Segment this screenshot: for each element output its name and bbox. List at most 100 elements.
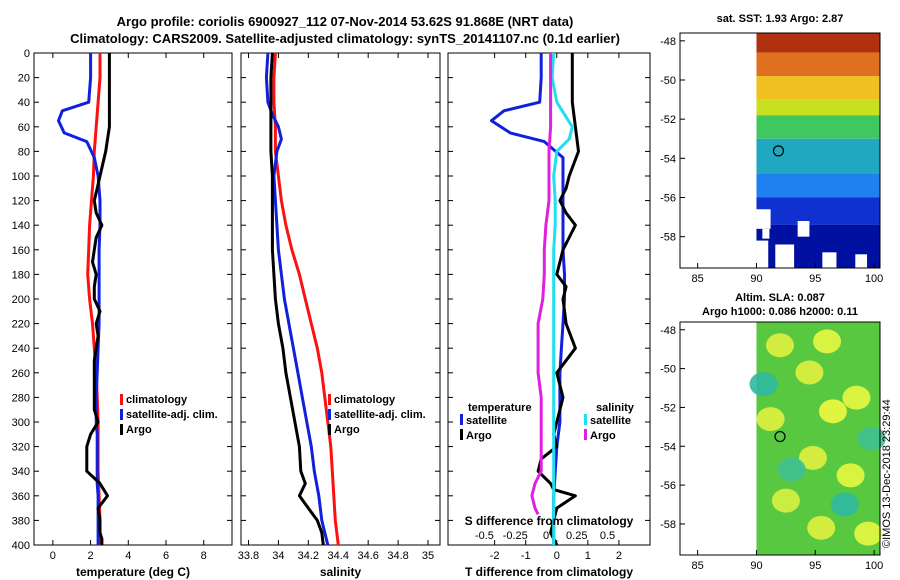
temperature-ytick-label: 80	[18, 146, 30, 158]
series-line-climatology	[272, 52, 340, 546]
series-line-argo	[85, 53, 111, 545]
salinity-xtick-label: 34.4	[328, 550, 349, 562]
difference-legend-swatch	[460, 414, 463, 425]
temperature-ytick-label: 140	[12, 220, 30, 232]
series-line-argo	[269, 52, 325, 546]
difference-toptick-label: 0.5	[600, 530, 615, 542]
temperature-ytick-label: 160	[12, 245, 30, 257]
temperature-ytick-label: 320	[12, 442, 30, 454]
imos-credit: ©IMOS 13-Dec-2018 23:29:44	[881, 399, 893, 548]
series-line-satellite-adj-clim-	[264, 52, 330, 546]
salinity-xtick-label: 34.6	[357, 550, 378, 562]
temperature-xtick-label: 0	[50, 550, 56, 562]
sla-map-ytick-label: -50	[660, 364, 676, 376]
temperature-xtick-label: 8	[201, 550, 207, 562]
salinity-profile-panel: 33.8 34 34.2 34.4 34.6 34.8 35 salinity climatol…	[238, 52, 441, 579]
sst-map-color-band	[756, 76, 880, 100]
difference-xtick-label: 0	[554, 550, 560, 562]
temperature-ytick-label: 260	[12, 368, 30, 380]
difference-legend-label: satellite	[590, 415, 631, 427]
temperature-ytick-label: 20	[18, 73, 30, 85]
temperature-ytick-label: 0	[24, 48, 30, 60]
sla-map-anomaly-blob	[830, 492, 859, 517]
salinity-xtick-label: 35	[422, 550, 434, 562]
sst-map-ytick-label: -58	[660, 232, 676, 244]
sla-map-ytick-label: -52	[660, 402, 676, 414]
temperature-ytick-label: 100	[12, 171, 30, 183]
sst-map-color-band	[756, 197, 880, 225]
sla-map-xtick-label: 85	[692, 560, 704, 572]
temperature-legend-label: Argo	[126, 424, 152, 436]
sla-map-anomaly-blob	[777, 457, 806, 482]
difference-toptick-label: 0.25	[566, 530, 587, 542]
sst-map-color-band	[756, 99, 880, 116]
salinity-xlabel: salinity	[320, 565, 362, 579]
temperature-ytick-label: 120	[12, 196, 30, 208]
temperature-ytick-label: 180	[12, 269, 30, 281]
difference-axes-frame	[447, 52, 651, 546]
temperature-legend-label: climatology	[126, 394, 188, 406]
sst-map-color-band	[756, 33, 880, 53]
salinity-legend-label: Argo	[334, 424, 360, 436]
sst-map-panel: 85 90 95 100 -48 -50 -52 -54 -56 -58 sat. SST: 1.9…	[660, 13, 883, 285]
sst-map-color-band	[756, 52, 880, 77]
sla-map-anomaly-blob	[798, 445, 827, 470]
difference-profile-panel: -2 -1 0 1 2 T difference from climatology temp…	[447, 52, 651, 579]
temperature-xtick-label: 6	[163, 550, 169, 562]
sla-map-ytick-label: -48	[660, 325, 676, 337]
sst-map-ytick-label: -48	[660, 36, 676, 48]
difference-xlabel: T difference from climatology	[465, 565, 633, 579]
sla-map-xtick-label: 100	[865, 560, 883, 572]
sst-map-ytick-label: -56	[660, 193, 676, 205]
sla-map-anomaly-blob	[857, 426, 886, 451]
difference-toptick-label: -0.25	[503, 530, 528, 542]
sla-map-anomaly-blob	[842, 385, 871, 410]
sla-map-subtitle: Argo h1000: 0.086 h2000: 0.11	[702, 306, 858, 318]
sst-map-color-band	[756, 174, 880, 198]
sst-map-missing-data-patch	[822, 252, 837, 268]
temperature-ytick-label: 200	[12, 294, 30, 306]
sla-map-anomaly-blob	[807, 515, 836, 540]
difference-xtick-label: 2	[616, 550, 622, 562]
series-line-temperature-argo	[536, 53, 580, 546]
temperature-ytick-label: 380	[12, 515, 30, 527]
salinity-xtick-label: 34	[272, 550, 284, 562]
temperature-profile-panel: 0 2 4 6 802040608010012014016018020022024026…	[12, 48, 233, 579]
difference-legend-swatch	[584, 414, 587, 425]
temperature-ytick-label: 360	[12, 491, 30, 503]
sst-map-missing-data-patch	[756, 209, 771, 229]
temperature-ytick-label: 40	[18, 97, 30, 109]
title-line-2: Climatology: CARS2009. Satellite-adjuste…	[70, 31, 620, 46]
series-line-satellite-adj-clim-	[57, 53, 102, 545]
temperature-xtick-label: 2	[88, 550, 94, 562]
difference-legend-group-title: temperature	[468, 402, 532, 414]
salinity-xtick-label: 34.8	[387, 550, 408, 562]
salinity-legend-label: satellite-adj. clim.	[334, 409, 426, 421]
temperature-legend-swatch	[120, 394, 123, 405]
temperature-legend-label: satellite-adj. clim.	[126, 409, 218, 421]
salinity-legend-swatch	[328, 394, 331, 405]
sla-map-ytick-label: -58	[660, 519, 676, 531]
sla-map-ytick-label: -54	[660, 441, 676, 453]
salinity-xtick-label: 33.8	[238, 550, 259, 562]
sla-map-anomaly-blob	[854, 521, 883, 546]
sst-map-ytick-label: -50	[660, 75, 676, 87]
sla-map-anomaly-blob	[836, 463, 865, 488]
sla-map-xtick-label: 90	[750, 560, 762, 572]
sst-map-argo-location-marker	[772, 145, 785, 157]
sla-map-anomaly-blob	[795, 360, 824, 385]
difference-legend-group-title: salinity	[596, 402, 635, 414]
temperature-legend-swatch	[120, 409, 123, 420]
sst-map-missing-data-patch	[762, 228, 770, 239]
salinity-legend-swatch	[328, 409, 331, 420]
sst-map-color-band	[756, 138, 880, 174]
sla-map-axes-frame	[679, 321, 881, 556]
salinity-xtick-label: 34.2	[298, 550, 319, 562]
salinity-legend-swatch	[328, 424, 331, 435]
difference-legend-swatch	[584, 429, 587, 440]
title-line-1: Argo profile: coriolis 6900927_112 07-No…	[117, 14, 574, 29]
sst-map-missing-data-patch	[775, 244, 795, 268]
series-line-salinity-satellite	[550, 52, 574, 545]
temperature-ytick-label: 240	[12, 343, 30, 355]
